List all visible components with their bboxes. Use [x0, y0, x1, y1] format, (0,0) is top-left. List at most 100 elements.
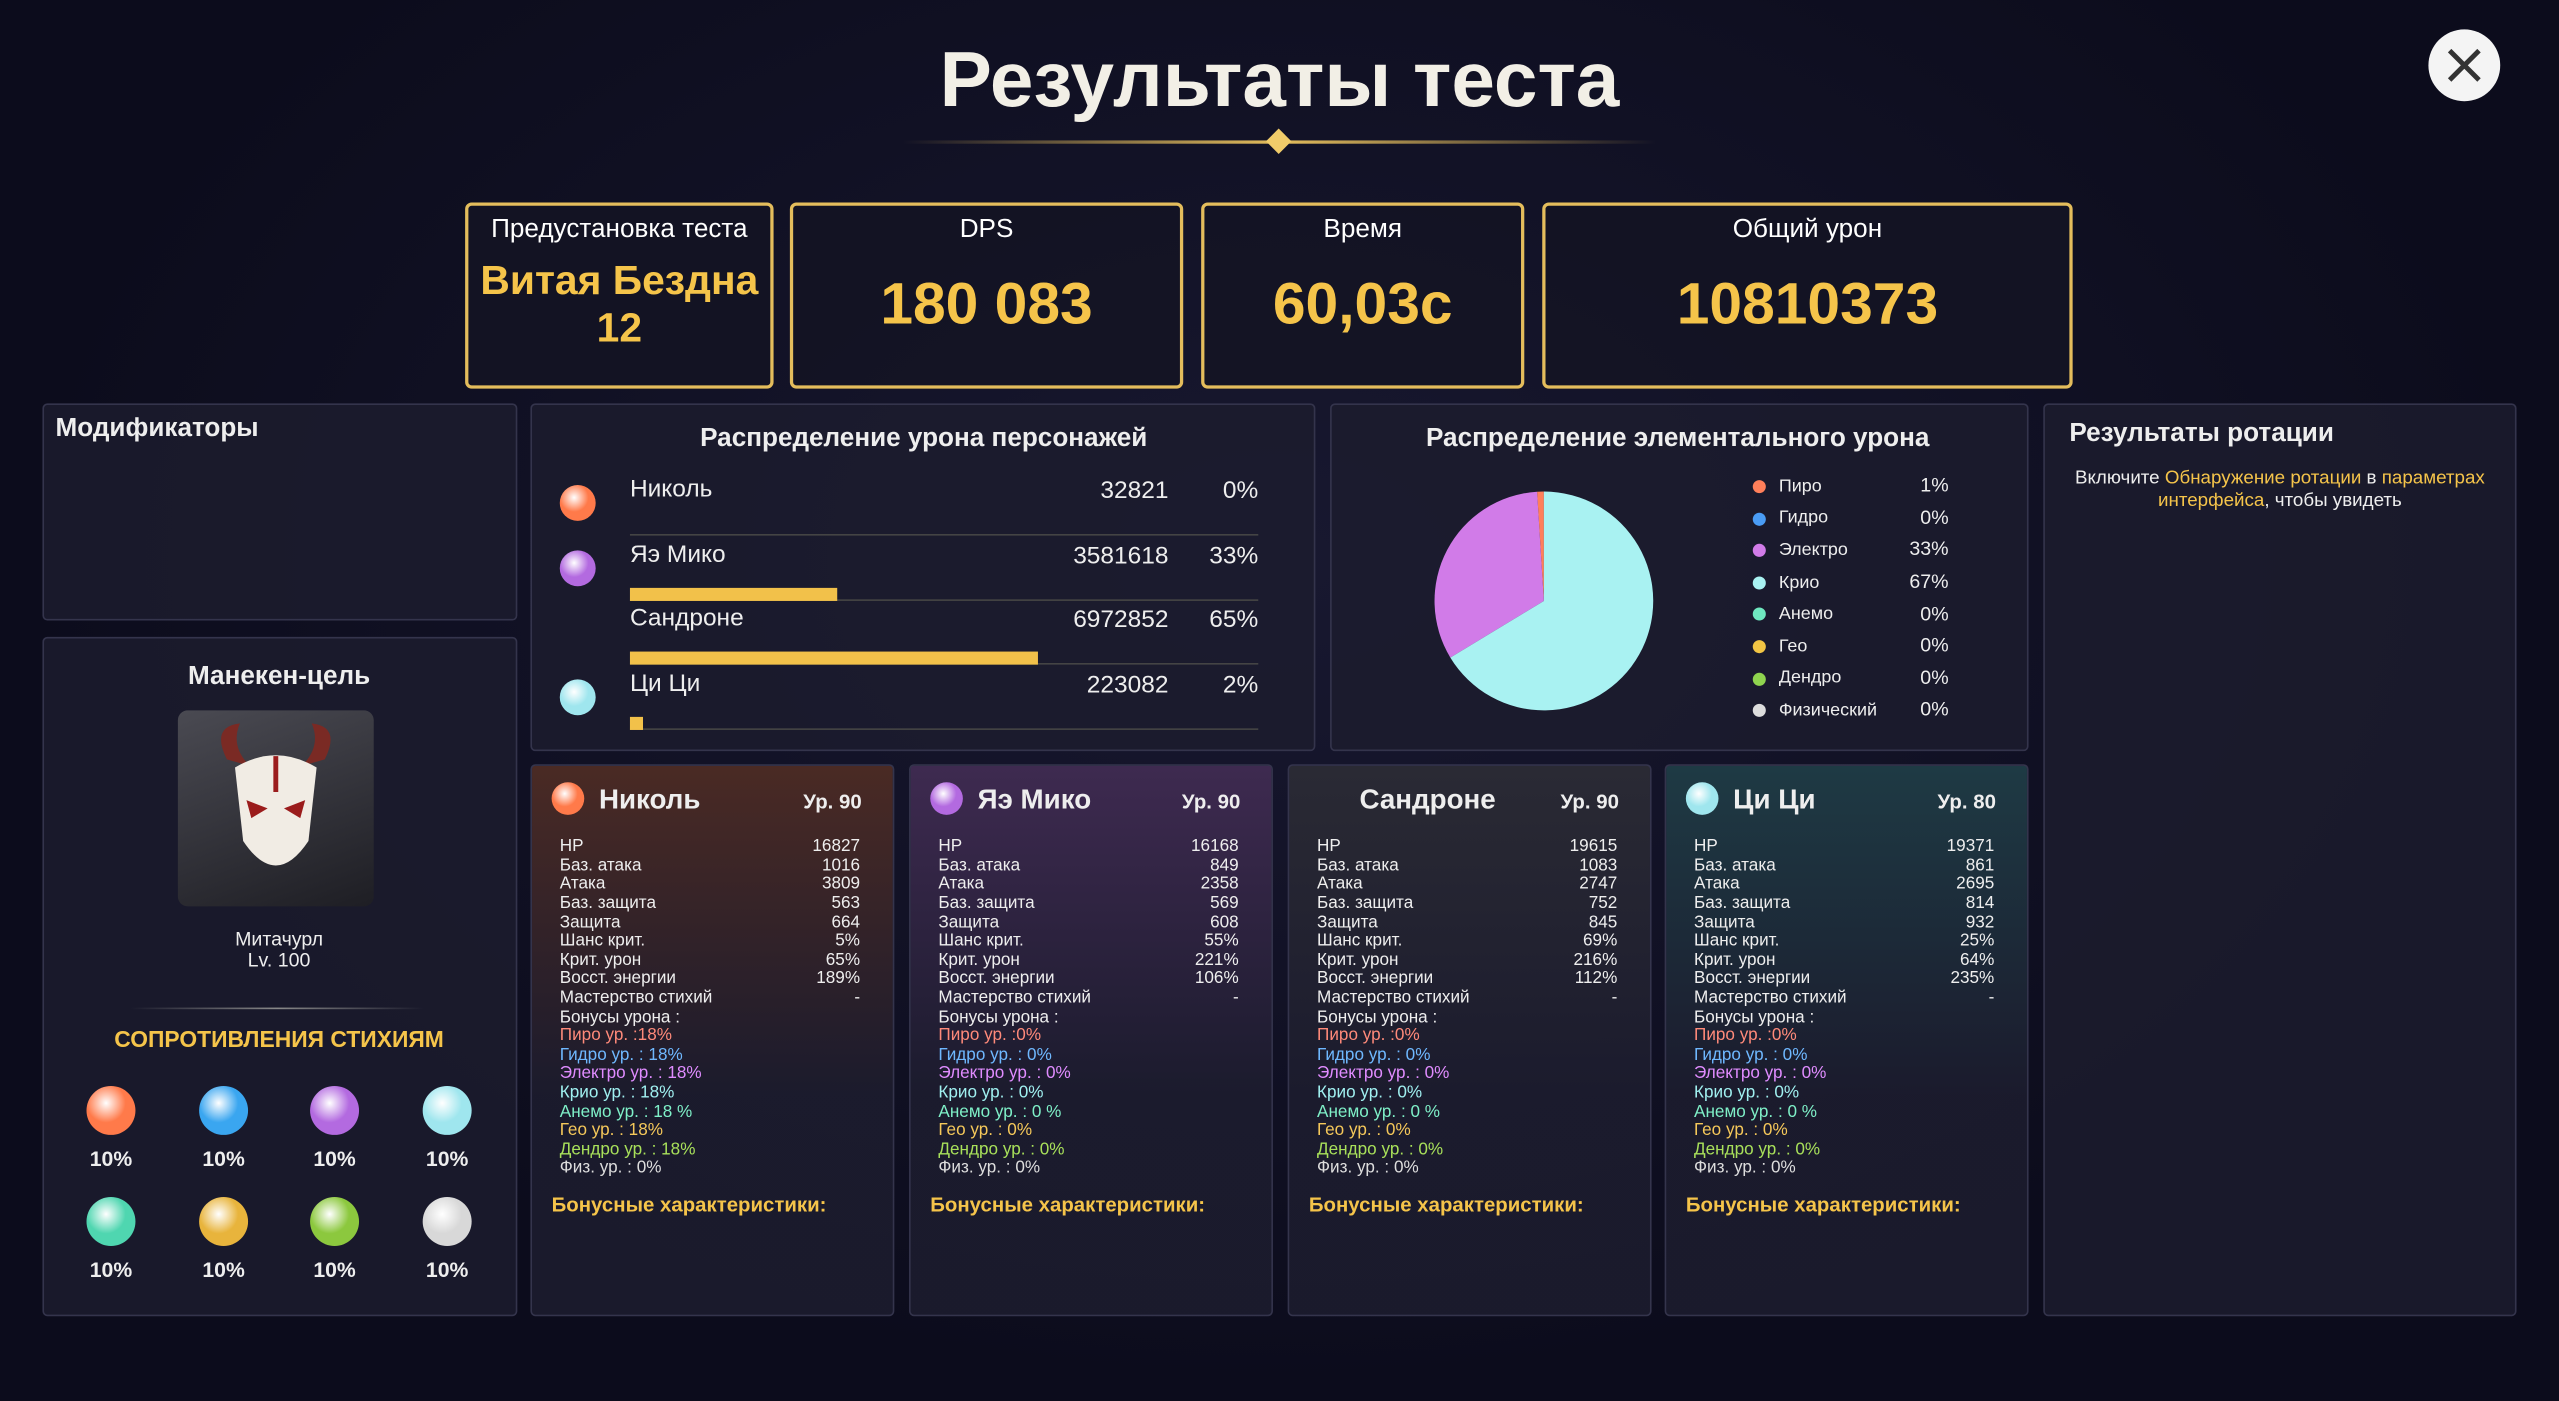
legend-name: Гео: [1778, 636, 1808, 657]
stat-value: 1016: [821, 855, 861, 875]
enemy-level: Lv. 100: [247, 949, 311, 972]
element-icon: [86, 1085, 136, 1135]
bonus-line: Пиро ур. :0%: [1317, 1025, 1420, 1046]
legend-value: 0%: [1920, 601, 1949, 625]
resistance-value: 10%: [425, 1256, 469, 1282]
stat-value: 235%: [1950, 968, 1995, 989]
element-icon: [310, 1196, 360, 1246]
stat-label: Баз. атака: [1694, 855, 1776, 875]
stat-label: Восст. энергии: [938, 968, 1055, 989]
card-name: Яэ Мико: [977, 783, 1092, 815]
summary-value: 60,03с: [1272, 268, 1453, 336]
element-icon: [551, 782, 585, 815]
bonus-line: Электро ур. : 0%: [1694, 1063, 1827, 1084]
pie-chart: [1434, 491, 1654, 711]
legend-dot: [1752, 480, 1766, 494]
stat-label: Мастерство стихий: [938, 987, 1092, 1008]
pie-slice: [1537, 491, 1544, 601]
legend-value: 67%: [1909, 569, 1949, 593]
bonus-line: Дендро ур. : 0%: [1317, 1139, 1444, 1160]
stat-value: 189%: [816, 968, 861, 989]
stat-value: 1083: [1579, 855, 1618, 875]
stat-value: 861: [1965, 855, 1995, 875]
resistance-title: СОПРОТИВЛЕНИЯ СТИХИЯМ: [114, 1025, 444, 1052]
damage-bar: [629, 716, 643, 730]
legend-name: Пиро: [1778, 476, 1822, 497]
stat-value: 64%: [1960, 950, 1995, 970]
bonus-line: Анемо ур. : 18 %: [559, 1101, 693, 1122]
bonus-line: Гидро ур. : 0%: [938, 1044, 1052, 1065]
summary-label: Предустановка теста: [491, 214, 748, 243]
resistance-value: 10%: [89, 1145, 133, 1171]
extra-title: Бонусные характеристики:: [1685, 1193, 1961, 1217]
stat-value: 2358: [1200, 874, 1239, 894]
text: в: [2361, 468, 2382, 489]
stat-value: 752: [1588, 893, 1618, 913]
damage-share: 0%: [1222, 477, 1259, 506]
resistance-value: 10%: [313, 1145, 356, 1171]
summary-label: Общий урон: [1732, 214, 1883, 243]
summary-value: 180 083: [880, 268, 1093, 336]
bonus-line: Крио ур. : 0%: [1694, 1082, 1800, 1103]
bar-track: [629, 523, 1259, 536]
close-icon: [2447, 48, 2481, 82]
stat-value: 664: [831, 912, 861, 932]
stat-label: Атака: [1317, 874, 1363, 894]
stat-label: Мастерство стихий: [559, 987, 713, 1008]
stat-value: 16827: [812, 836, 861, 856]
legend-dot: [1752, 576, 1766, 590]
panel-title: Распределение урона персонажей: [700, 423, 1148, 452]
summary-label: DPS: [959, 214, 1014, 243]
rotation-text: Включите Обнаружение ротации в параметра…: [2060, 467, 2501, 513]
stat-value: 814: [1965, 893, 1995, 913]
bonus-title: Бонусы урона :: [938, 1006, 1059, 1027]
panel-title: Распределение элементального урона: [1425, 423, 1930, 452]
resistance-value: 10%: [425, 1145, 469, 1171]
card-level: Ур. 90: [1181, 790, 1241, 814]
extra-title: Бонусные характеристики:: [551, 1193, 827, 1217]
damage-share: 33%: [1209, 541, 1259, 570]
legend-dot: [1752, 544, 1766, 558]
legend-dot: [1752, 512, 1766, 526]
legend-dot: [1752, 704, 1766, 718]
damage-value: 32821: [1100, 477, 1169, 506]
bonus-line: Физ. ур. : 0%: [1694, 1158, 1796, 1179]
panel-title: Модификаторы: [55, 414, 259, 442]
legend-name: Физический: [1778, 700, 1878, 721]
bonus-line: Гидро ур. : 18%: [559, 1044, 683, 1065]
stat-value: 19615: [1569, 836, 1618, 856]
stat-value: 221%: [1194, 950, 1239, 970]
stat-label: Атака: [938, 874, 985, 894]
bonus-title: Бонусы урона :: [1694, 1006, 1815, 1027]
stat-label: HP: [1694, 836, 1718, 856]
stat-value: 2747: [1579, 874, 1618, 894]
character-card: [909, 764, 1273, 1317]
bonus-line: Дендро ур. : 0%: [938, 1139, 1065, 1160]
bonus-line: Дендро ур. : 0%: [1694, 1139, 1821, 1160]
stat-label: HP: [1317, 836, 1341, 856]
damage-bar: [629, 587, 838, 601]
character-name: Ци Ци: [629, 669, 701, 697]
element-icon: [930, 782, 963, 815]
damage-share: 65%: [1209, 606, 1259, 635]
stat-label: Атака: [1694, 874, 1740, 894]
panel-title: Манекен-цель: [187, 662, 371, 691]
pie-slice: [1434, 491, 1544, 658]
character-name: Сандроне: [629, 604, 744, 633]
stat-value: 106%: [1194, 968, 1239, 989]
close-button[interactable]: [2428, 29, 2501, 102]
legend-name: Дендро: [1778, 668, 1842, 689]
damage-share: 2%: [1222, 670, 1259, 699]
stat-value: 5%: [835, 931, 861, 951]
bonus-line: Электро ур. : 0%: [1317, 1063, 1450, 1084]
resistance-value: 10%: [89, 1256, 133, 1282]
stat-value: 608: [1210, 912, 1239, 932]
element-icon: [199, 1196, 249, 1246]
stat-label: Баз. атака: [1317, 855, 1399, 875]
stat-label: Защита: [1694, 912, 1755, 932]
element-icon: [310, 1085, 360, 1135]
summary-box: [789, 202, 1184, 389]
stat-label: Крит. урон: [938, 950, 1020, 970]
stat-value: 16168: [1191, 836, 1239, 856]
